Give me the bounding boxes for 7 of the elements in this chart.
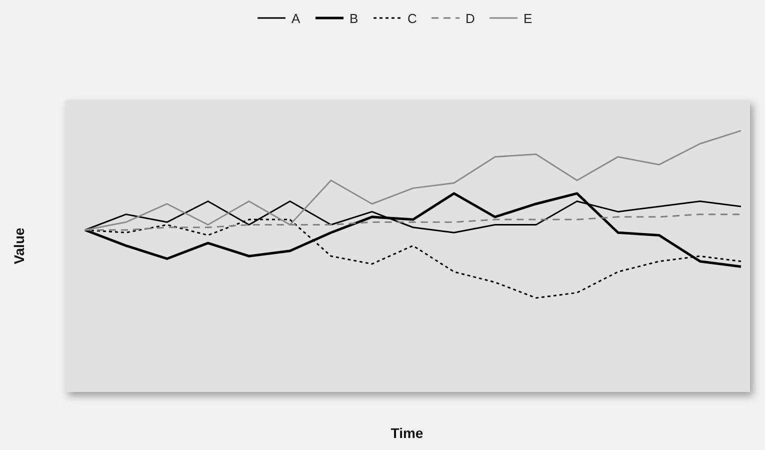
- y-axis-title: Value: [11, 228, 27, 264]
- legend-label: E: [524, 11, 532, 26]
- legend-label: B: [350, 11, 358, 26]
- legend-label: A: [292, 11, 300, 26]
- x-axis-title: Time: [390, 425, 424, 441]
- legend-label: D: [466, 11, 475, 26]
- legend-label: C: [408, 11, 417, 26]
